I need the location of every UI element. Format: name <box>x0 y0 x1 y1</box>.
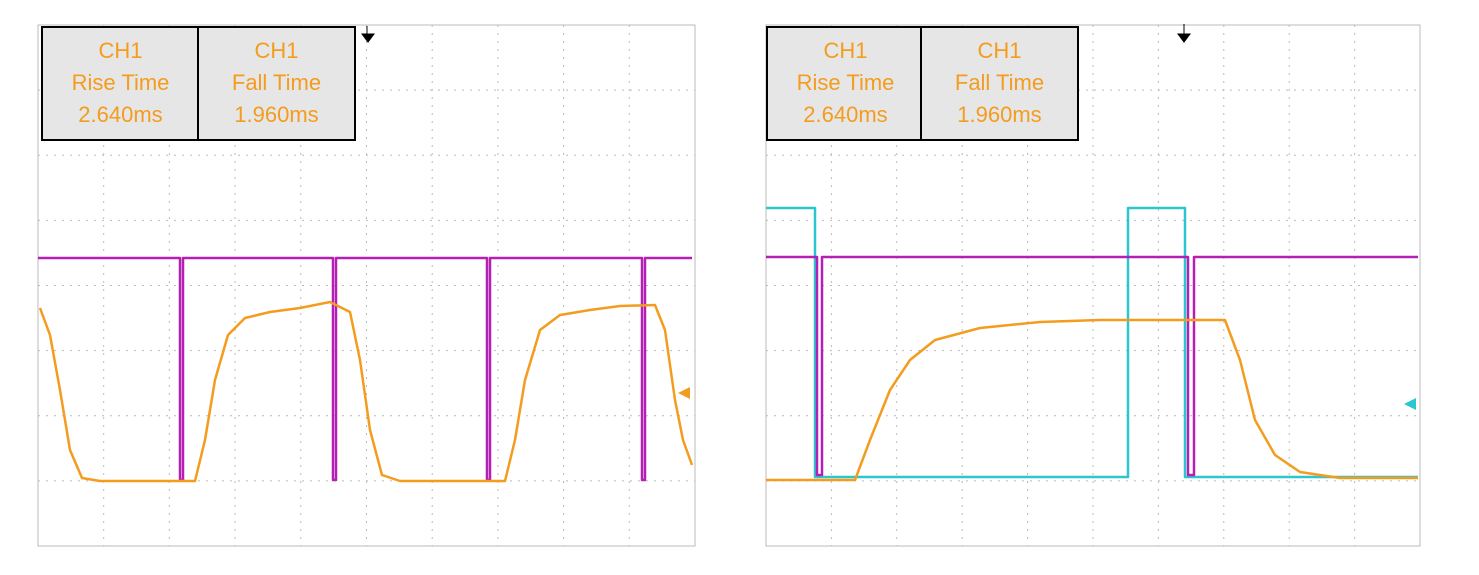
ch1-trace <box>38 300 694 483</box>
measurement-channel: CH1 <box>977 38 1021 63</box>
ch1-trace <box>766 318 1418 482</box>
measurement-label: Fall Time <box>232 70 321 95</box>
measurement-box <box>197 26 356 141</box>
measurement-channel: CH1 <box>98 38 142 63</box>
ch-cyan <box>766 206 1418 479</box>
measurement-boxes: CH1 Rise Time 2.640ms CH1 Fall Time 1.960ms CH… <box>41 26 1079 141</box>
measurement-value: 1.960ms <box>957 102 1041 127</box>
ch-marker <box>1404 398 1416 410</box>
measurement-box <box>920 26 1079 141</box>
measurement-value: 2.640ms <box>803 102 887 127</box>
measurement-label: Fall Time <box>955 70 1044 95</box>
measurement-value: 1.960ms <box>234 102 318 127</box>
measurement-channel: CH1 <box>823 38 867 63</box>
ch1-marker <box>678 387 690 399</box>
measurement-box <box>41 26 200 141</box>
measurement-value: 2.640ms <box>78 102 162 127</box>
measurement-label: Rise Time <box>797 70 895 95</box>
trigger-marker <box>361 26 375 43</box>
grids <box>37 24 1421 547</box>
measurement-label: Rise Time <box>72 70 170 95</box>
ch-magenta <box>766 255 1418 477</box>
measurement-channel: CH1 <box>254 38 298 63</box>
trigger-marker <box>1177 24 1191 43</box>
